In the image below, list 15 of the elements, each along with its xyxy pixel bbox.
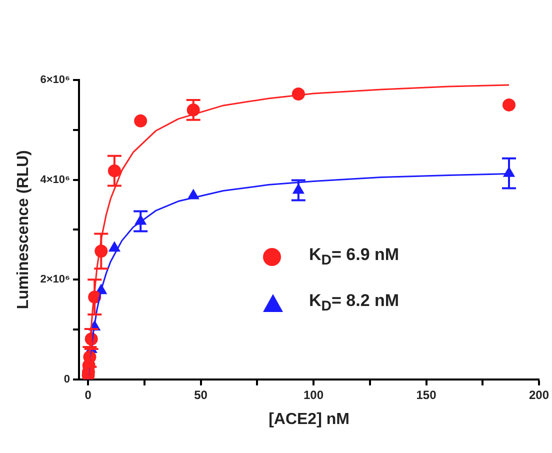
y-tick-label: 6×10⁶ (40, 74, 70, 86)
x-tick-label: 200 (528, 388, 550, 402)
y-axis-title: Luminescence (RLU) (15, 150, 32, 310)
x-axis-title: [ACE2] nM (268, 410, 350, 428)
y-tick-label: 4×10⁶ (40, 174, 70, 186)
y-tick-label: 0 (64, 373, 70, 386)
legend-label: K$_{D}$= 6.9 nM (309, 244, 400, 268)
point (502, 98, 516, 112)
y-tick-label: 2×10⁶ (40, 274, 70, 286)
legend-label: K$_{D}$= 8.2 nM (309, 290, 400, 314)
x-tick-label: 0 (84, 388, 92, 402)
x-tick-label: 100 (304, 388, 324, 402)
x-tick-label: 150 (416, 388, 437, 402)
point (134, 114, 148, 128)
x-tick-label: 50 (194, 388, 208, 402)
